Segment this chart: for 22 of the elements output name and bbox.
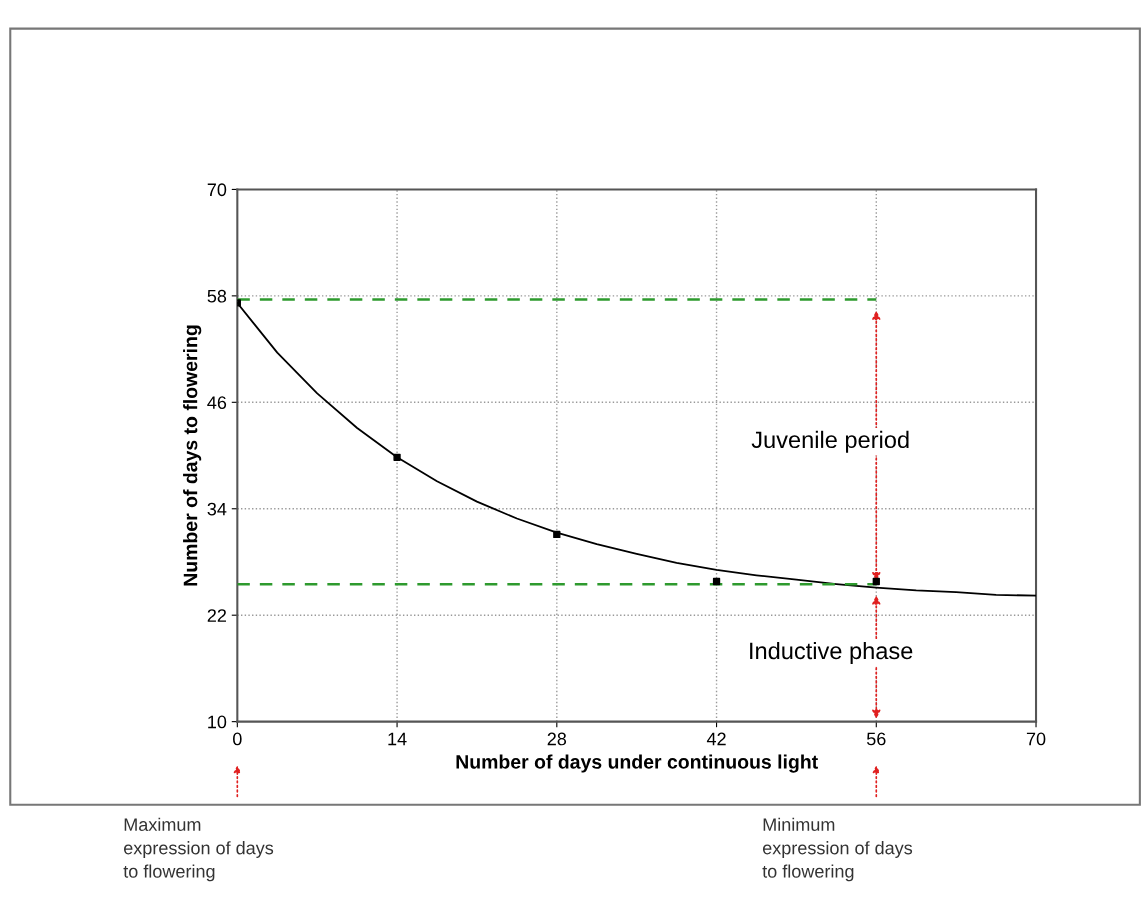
point — [553, 530, 561, 539]
annotation: Juvenile period — [751, 430, 909, 453]
x-tick-label: 56 — [866, 732, 886, 746]
x-tick-label: 70 — [1026, 732, 1046, 746]
y-tick-label: 34 — [207, 502, 227, 516]
x-tick-label: 0 — [233, 732, 242, 746]
text: Maximum expression of days to flowering — [123, 817, 274, 882]
point — [872, 577, 880, 586]
y-axis-title: Number of days to flowering — [183, 325, 202, 586]
text: Minimum expression of days to flowering — [762, 817, 913, 882]
y-tick-label: 58 — [207, 289, 227, 303]
y-tick-label: 10 — [208, 715, 227, 729]
x-tick-label: 14 — [388, 732, 407, 746]
x-tick-label: 42 — [706, 732, 726, 746]
y-tick-label: 46 — [207, 396, 227, 410]
point — [712, 577, 721, 586]
x-tick-label: 28 — [547, 732, 567, 746]
y-tick-label: 22 — [207, 609, 227, 622]
point — [393, 453, 401, 461]
annotation: Inductive phase — [750, 641, 913, 664]
x-axis-title: Number of days under continuous light — [456, 754, 818, 773]
y-tick-label: 70 — [207, 183, 227, 197]
